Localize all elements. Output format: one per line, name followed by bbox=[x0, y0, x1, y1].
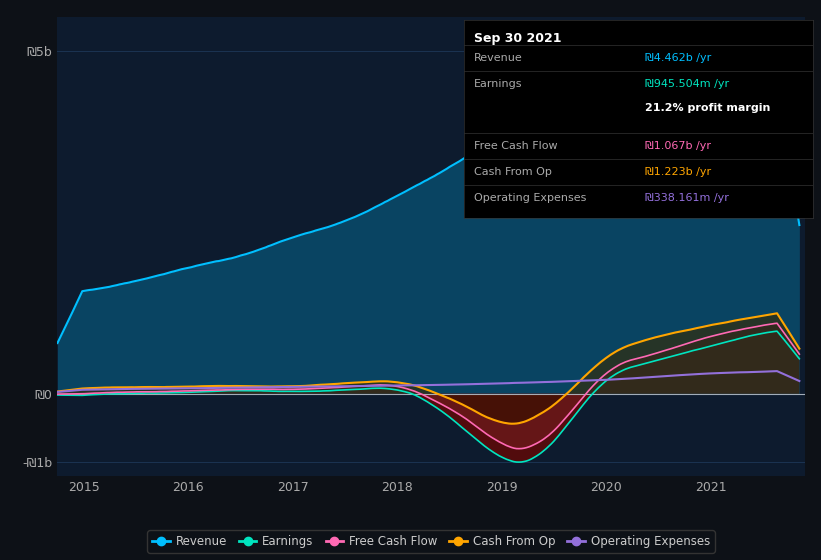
Text: ₪1.067b /yr: ₪1.067b /yr bbox=[645, 141, 711, 151]
Text: Free Cash Flow: Free Cash Flow bbox=[475, 141, 558, 151]
Text: 21.2% profit margin: 21.2% profit margin bbox=[645, 103, 771, 113]
Text: ₪4.462b /yr: ₪4.462b /yr bbox=[645, 53, 712, 63]
Text: Operating Expenses: Operating Expenses bbox=[475, 193, 587, 203]
Text: ₪338.161m /yr: ₪338.161m /yr bbox=[645, 193, 729, 203]
Text: Sep 30 2021: Sep 30 2021 bbox=[475, 31, 562, 45]
Text: Cash From Op: Cash From Op bbox=[475, 167, 553, 177]
Text: Revenue: Revenue bbox=[475, 53, 523, 63]
Text: ₪1.223b /yr: ₪1.223b /yr bbox=[645, 167, 712, 177]
Text: Earnings: Earnings bbox=[475, 80, 523, 89]
Legend: Revenue, Earnings, Free Cash Flow, Cash From Op, Operating Expenses: Revenue, Earnings, Free Cash Flow, Cash … bbox=[147, 530, 715, 553]
Text: ₪945.504m /yr: ₪945.504m /yr bbox=[645, 80, 729, 89]
